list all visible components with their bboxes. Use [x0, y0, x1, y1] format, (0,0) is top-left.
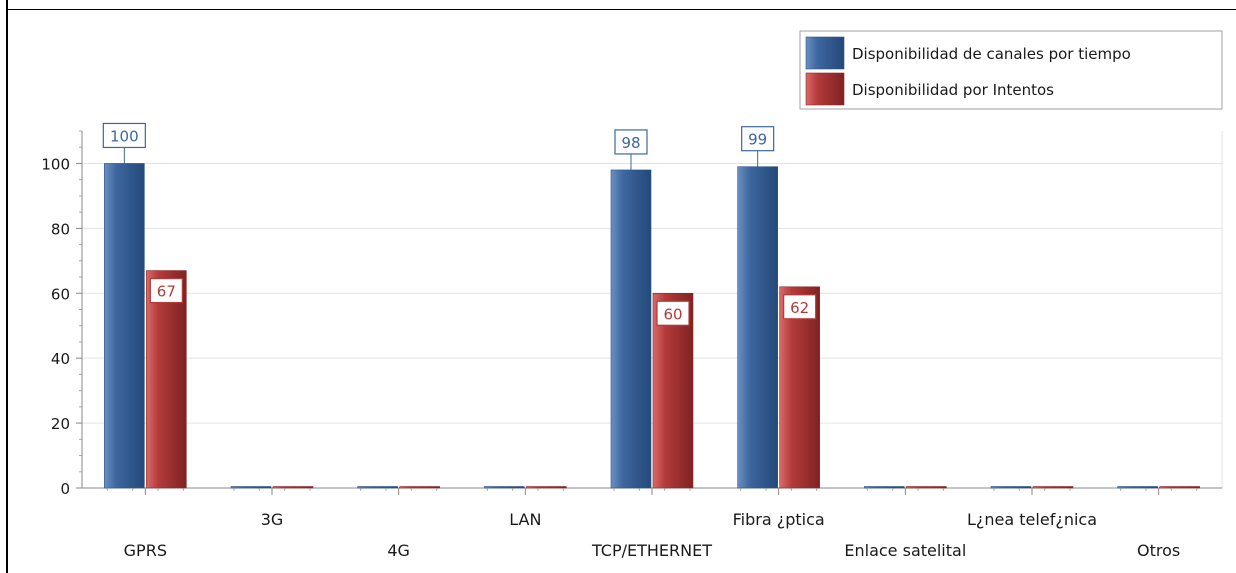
- data-labels: 100 98 99 67 60 62: [102, 122, 817, 326]
- bar: [990, 486, 1032, 489]
- legend-entry: Disponibilidad por Intentos: [852, 81, 1054, 99]
- bar: [1117, 486, 1158, 489]
- x-tick-label: Enlace satelital: [844, 541, 966, 560]
- bar: [737, 166, 778, 489]
- data-label: 99: [748, 131, 767, 149]
- data-label-box: [102, 122, 146, 149]
- bar: [779, 286, 820, 489]
- window-left-edge: [0, 0, 8, 573]
- bar: [484, 486, 525, 489]
- bar: [1159, 486, 1200, 489]
- data-label: 60: [663, 305, 682, 323]
- axes: 0 20 40 60 80 100 GPRS 3G 4G LAN TCP/ETHERNET Fibra…: [41, 130, 1222, 560]
- bar: [1032, 486, 1074, 489]
- bar: [610, 169, 652, 489]
- bar: [146, 270, 187, 489]
- data-label: 62: [790, 299, 809, 317]
- legend-box: [799, 30, 1223, 110]
- y-tick-label: 60: [51, 285, 70, 303]
- window-top-edge: [0, 0, 1236, 10]
- data-label: 100: [110, 127, 139, 145]
- bar: [104, 163, 145, 489]
- legend-entry: Disponibilidad de canales por tiempo: [852, 45, 1131, 63]
- x-tick-label: TCP/ETHERNET: [591, 541, 712, 560]
- bar: [357, 486, 398, 489]
- bar: [906, 486, 947, 489]
- data-label-box: [741, 126, 775, 152]
- x-tick-label: Otros: [1137, 541, 1180, 560]
- data-label-box: [656, 300, 690, 326]
- data-label-box: [783, 294, 817, 320]
- bar: [272, 486, 314, 489]
- x-tick-label: GPRS: [124, 541, 167, 560]
- x-tick-label: Fibra ¿ptica: [733, 510, 825, 529]
- y-tick-label: 0: [60, 480, 70, 498]
- bar: [864, 486, 905, 489]
- data-label: 98: [621, 134, 640, 152]
- gridlines: [82, 131, 1223, 488]
- y-tick-label: 80: [51, 220, 70, 238]
- y-tick-label: 20: [51, 415, 70, 433]
- data-label-box: [149, 277, 183, 304]
- x-tick-label: 4G: [387, 541, 410, 560]
- y-tick-label: 100: [41, 155, 70, 173]
- bar: [399, 486, 440, 489]
- bar: [230, 486, 272, 489]
- y-tick-label: 40: [51, 350, 70, 368]
- bars: [104, 163, 1200, 489]
- x-tick-label: 3G: [261, 510, 284, 529]
- data-label: 67: [157, 283, 176, 301]
- x-tick-label: LAN: [509, 510, 541, 529]
- x-tick-label: L¿nea telef¿nica: [967, 510, 1097, 529]
- legend: Disponibilidad de canales por tiempo Disp…: [799, 30, 1223, 110]
- data-label-box: [614, 129, 648, 155]
- legend-swatch: [805, 36, 845, 70]
- bar: [526, 486, 567, 489]
- legend-swatch: [805, 72, 845, 106]
